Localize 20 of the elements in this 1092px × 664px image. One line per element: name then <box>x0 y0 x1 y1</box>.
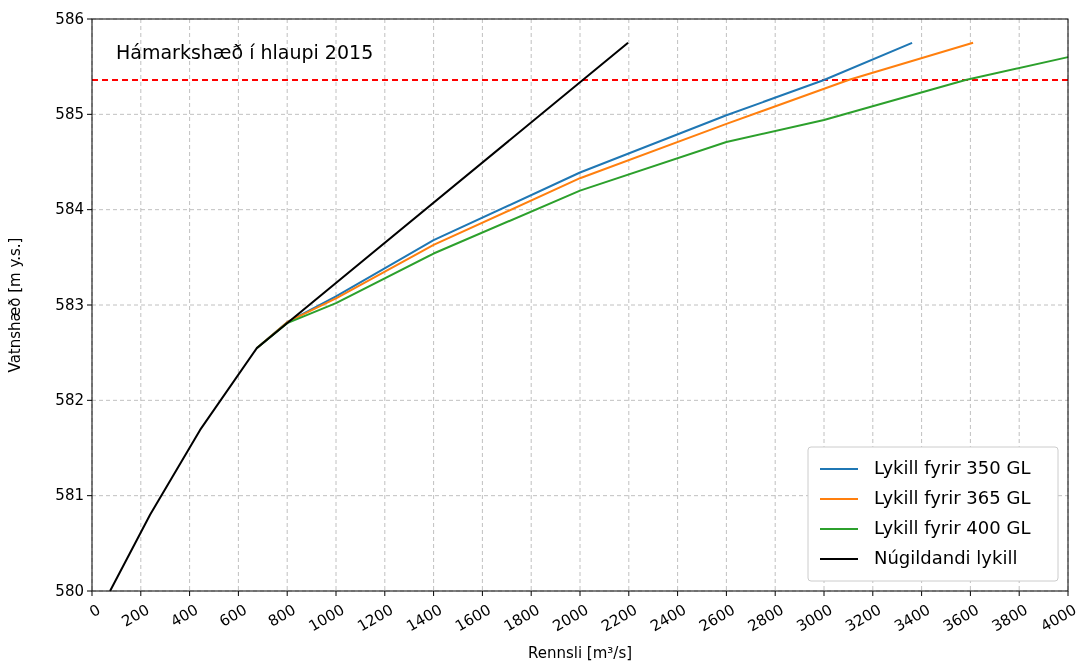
y-tick-label: 580 <box>55 581 84 600</box>
y-tick-label: 582 <box>55 390 84 409</box>
y-tick-label: 586 <box>55 9 84 28</box>
x-tick-label: 0 <box>86 600 104 621</box>
x-axis-title: Rennsli [m³/s] <box>527 644 633 662</box>
x-tick-label: 200 <box>118 600 153 631</box>
y-tick-label: 584 <box>55 200 84 219</box>
y-axis-title: Vatnshæð [m y.s.] <box>6 237 24 373</box>
annotation: Hámarkshæð í hlaupi 2015 <box>116 41 374 63</box>
y-tick-label: 583 <box>55 295 84 314</box>
x-tick-label: 4000 <box>1037 600 1080 636</box>
legend-label: Lykill fyrir 365 GL <box>874 487 1031 508</box>
legend-label: Lykill fyrir 400 GL <box>874 517 1031 538</box>
legend-label: Lykill fyrir 350 GL <box>874 457 1031 478</box>
legend-label: Núgildandi lykill <box>874 547 1018 568</box>
y-tick-label: 581 <box>55 486 84 505</box>
x-tick-label: 800 <box>265 600 299 631</box>
x-tick-label: 600 <box>216 600 250 631</box>
x-tick-label: 400 <box>167 600 202 631</box>
y-tick-label: 585 <box>55 104 84 123</box>
